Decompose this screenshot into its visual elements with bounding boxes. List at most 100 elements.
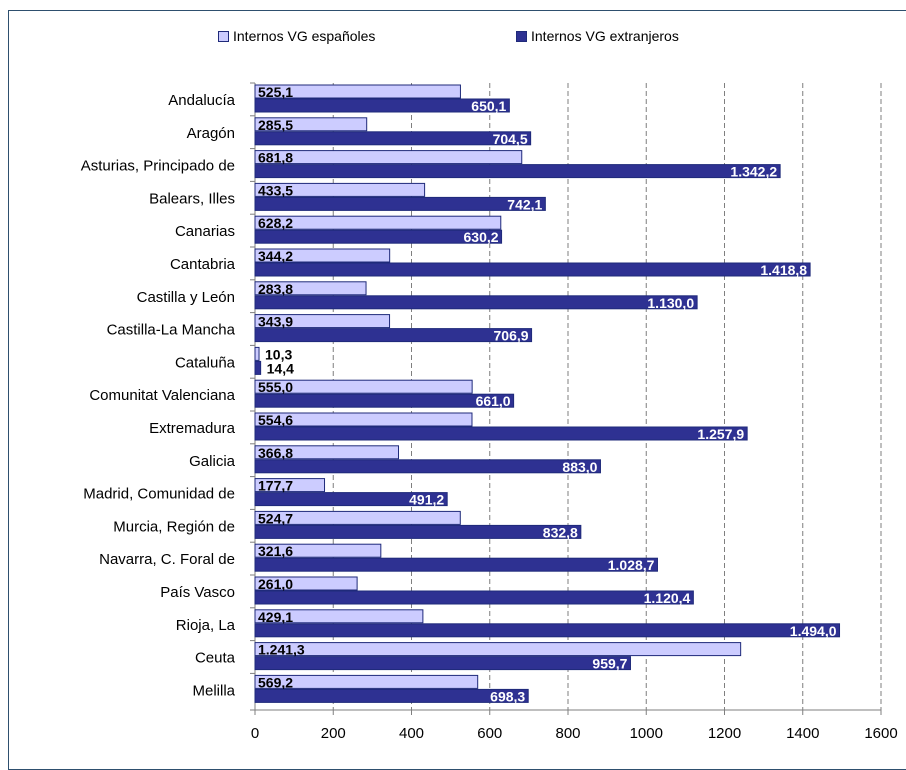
category-label: Andalucía <box>168 92 235 109</box>
bar-espanoles <box>254 150 523 165</box>
data-label: 343,9 <box>258 314 293 330</box>
data-label: 630,2 <box>464 229 499 245</box>
bar-extranjeros <box>254 393 515 408</box>
bar-espanoles <box>254 84 461 99</box>
data-label: 344,2 <box>258 248 293 264</box>
data-label: 177,7 <box>258 478 293 494</box>
data-label: 628,2 <box>258 215 293 231</box>
data-label: 1.418,8 <box>760 262 807 278</box>
x-tick-label: 1400 <box>786 725 819 742</box>
bar-extranjeros <box>254 656 631 671</box>
category-label: Galicia <box>189 453 236 470</box>
data-label: 706,9 <box>494 328 529 344</box>
category-label: Cantabria <box>170 256 236 273</box>
category-label: País Vasco <box>160 584 235 601</box>
category-label: Castilla y León <box>137 289 235 306</box>
category-label: Asturias, Principado de <box>81 158 235 175</box>
data-label: 10,3 <box>265 346 292 362</box>
category-label: Aragón <box>187 125 235 142</box>
bar-extranjeros <box>254 459 601 474</box>
category-label: Cataluña <box>175 354 236 371</box>
data-label: 883,0 <box>562 459 597 475</box>
category-label: Melilla <box>192 682 235 699</box>
bar-espanoles <box>254 478 326 493</box>
bar-extranjeros <box>254 426 748 441</box>
legend-swatch-extranjeros <box>516 30 527 42</box>
bar-espanoles <box>254 379 473 394</box>
x-tick-label: 400 <box>399 725 424 742</box>
bar-espanoles <box>254 314 391 329</box>
bar-espanoles <box>254 412 473 427</box>
category-label: Extremadura <box>149 420 236 437</box>
data-label: 1.241,3 <box>258 642 305 658</box>
bar-espanoles <box>254 510 461 525</box>
bar-extranjeros <box>254 590 694 605</box>
bar-extranjeros <box>254 623 841 638</box>
bar-espanoles <box>254 182 426 197</box>
data-label: 704,5 <box>493 131 528 147</box>
bar-extranjeros <box>254 131 532 146</box>
bar-extranjeros <box>254 164 781 179</box>
data-label: 650,1 <box>471 98 506 114</box>
bar-extranjeros <box>254 295 698 310</box>
x-tick-label: 1000 <box>630 725 663 742</box>
data-label: 1.257,9 <box>697 426 744 442</box>
legend-item-extranjeros: Internos VG extranjeros <box>516 28 679 44</box>
data-label: 261,0 <box>258 576 293 592</box>
category-label: Castilla-La Mancha <box>107 322 236 339</box>
bar-espanoles <box>254 281 367 296</box>
x-tick-label: 1600 <box>864 725 897 742</box>
data-label: 661,0 <box>476 393 511 409</box>
bar-espanoles <box>254 445 400 460</box>
data-label: 698,3 <box>490 688 525 704</box>
bar-espanoles <box>254 215 502 230</box>
data-label: 429,1 <box>258 609 293 625</box>
data-label: 524,7 <box>258 510 293 526</box>
bar-espanoles <box>254 609 424 624</box>
bar-extranjeros <box>254 328 533 343</box>
data-label: 285,5 <box>258 117 293 133</box>
legend-label-espanoles: Internos VG españoles <box>233 28 376 44</box>
category-label: Canarias <box>175 223 235 240</box>
category-label: Balears, Illes <box>149 190 235 207</box>
category-label: Comunitat Valenciana <box>89 387 235 404</box>
data-label: 321,6 <box>258 543 293 559</box>
x-tick-label: 800 <box>555 725 580 742</box>
legend-item-espanoles: Internos VG españoles <box>218 28 375 44</box>
x-tick-label: 600 <box>477 725 502 742</box>
data-label: 525,1 <box>258 84 293 100</box>
data-label: 569,2 <box>258 674 293 690</box>
data-label: 366,8 <box>258 445 293 461</box>
category-label: Murcia, Región de <box>113 518 235 535</box>
bar-espanoles <box>254 576 358 591</box>
legend-swatch-espanoles <box>218 30 229 42</box>
bar-extranjeros <box>254 524 582 539</box>
x-tick-label: 200 <box>321 725 346 742</box>
bar-espanoles <box>254 346 260 361</box>
bar-extranjeros <box>254 98 510 113</box>
data-label: 742,1 <box>507 196 542 212</box>
bar-extranjeros <box>254 557 658 572</box>
legend: Internos VG españoles Internos VG extran… <box>0 28 906 48</box>
bar-extranjeros <box>254 492 448 507</box>
data-label: 14,4 <box>267 360 294 376</box>
data-label: 1.120,4 <box>644 590 691 606</box>
data-label: 554,6 <box>258 412 293 428</box>
bar-extranjeros <box>254 360 262 375</box>
bar-espanoles <box>254 543 382 558</box>
data-label: 1.028,7 <box>608 557 655 573</box>
legend-label-extranjeros: Internos VG extranjeros <box>531 28 679 44</box>
bar-extranjeros <box>254 196 546 211</box>
data-label: 491,2 <box>409 492 444 508</box>
bar-extranjeros <box>254 688 529 703</box>
bar-chart: 0 200 400 600 800 1000 1200 1400 1600 Andalucía 52… <box>81 82 898 742</box>
x-tick-label: 0 <box>251 725 259 742</box>
data-label: 555,0 <box>258 379 293 395</box>
chart-root: Internos VG españoles Internos VG extran… <box>0 10 906 770</box>
data-label: 1.342,2 <box>730 164 777 180</box>
category-label: Rioja, La <box>176 617 236 634</box>
bar-espanoles <box>254 674 479 689</box>
bar-espanoles <box>254 117 368 132</box>
category-label: Ceuta <box>195 650 236 667</box>
bar-extranjeros <box>254 229 503 244</box>
